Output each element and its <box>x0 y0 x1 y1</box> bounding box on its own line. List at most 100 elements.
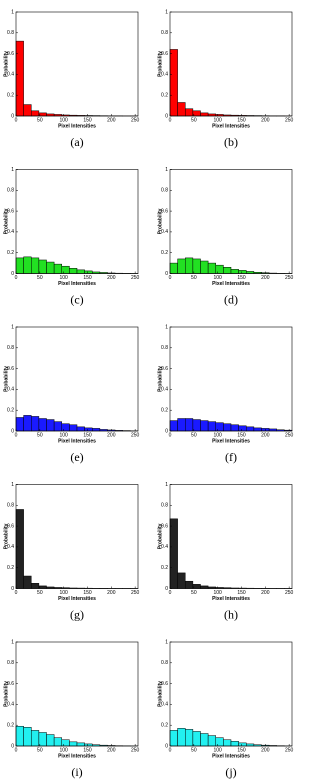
bar <box>200 260 209 274</box>
y-tick-label: 0.4 <box>7 544 14 550</box>
bar <box>169 420 178 432</box>
bar <box>46 261 55 274</box>
caption: (g) <box>70 607 84 621</box>
x-tick-label: 100 <box>213 747 222 753</box>
bar <box>253 427 262 432</box>
bar <box>169 518 178 589</box>
y-tick-label: 0.6 <box>7 208 14 214</box>
bar <box>238 270 247 274</box>
bar <box>61 265 70 274</box>
x-tick-label: 150 <box>237 590 246 596</box>
bar <box>38 259 47 274</box>
y-tick-label: 0.2 <box>7 565 14 571</box>
y-axis-label: Probability <box>3 208 9 234</box>
x-tick-label: 250 <box>285 117 294 123</box>
bar <box>61 739 70 747</box>
bar <box>23 727 32 747</box>
x-tick-label: 0 <box>169 747 172 753</box>
y-tick-label: 0 <box>165 743 168 749</box>
bar <box>84 743 93 747</box>
bar <box>223 423 232 432</box>
y-tick-label: 1 <box>165 9 168 15</box>
bar <box>207 421 216 432</box>
x-tick-label: 50 <box>37 747 43 753</box>
x-tick-label: 100 <box>59 117 68 123</box>
x-tick-label: 200 <box>261 432 270 438</box>
x-tick-label: 200 <box>261 590 270 596</box>
x-tick-label: 250 <box>131 590 140 596</box>
y-tick-label: 0 <box>165 586 168 592</box>
bar <box>200 585 209 589</box>
x-tick-label: 200 <box>261 747 270 753</box>
x-tick-label: 150 <box>83 117 92 123</box>
y-tick-label: 1 <box>165 482 168 488</box>
bar <box>31 110 40 117</box>
axes-box <box>169 641 293 747</box>
caption: (i) <box>71 765 82 779</box>
bar <box>200 733 209 747</box>
y-tick-label: 0.4 <box>161 72 168 78</box>
bar <box>76 742 85 747</box>
bar <box>207 262 216 274</box>
bar <box>177 102 186 117</box>
y-tick-label: 0.8 <box>161 345 168 351</box>
y-axis-label: Probability <box>157 208 163 234</box>
caption: (b) <box>224 135 238 149</box>
bar <box>192 731 201 747</box>
x-tick-label: 200 <box>107 747 116 753</box>
y-tick-label: 0.2 <box>161 93 168 99</box>
bar <box>46 113 55 117</box>
bar <box>246 271 255 274</box>
y-tick-label: 0 <box>11 743 14 749</box>
bar <box>230 269 239 274</box>
x-tick-label: 250 <box>285 590 294 596</box>
bar <box>53 737 62 747</box>
y-axis-label: Probability <box>157 681 163 707</box>
x-tick-label: 150 <box>83 590 92 596</box>
y-tick-label: 0.8 <box>7 503 14 509</box>
y-tick-label: 0.4 <box>161 387 168 393</box>
y-axis-label: Probability <box>157 523 163 549</box>
x-tick-label: 200 <box>107 275 116 281</box>
bar <box>223 739 232 747</box>
bar <box>185 108 194 117</box>
x-tick-label: 0 <box>15 275 18 281</box>
bar <box>23 575 32 589</box>
y-tick-label: 0.6 <box>7 523 14 529</box>
y-tick-label: 0.4 <box>7 702 14 708</box>
x-tick-label: 100 <box>213 590 222 596</box>
bar <box>246 743 255 747</box>
caption: (h) <box>224 607 238 621</box>
bar <box>177 418 186 432</box>
bar <box>76 426 85 432</box>
bar <box>23 104 32 117</box>
bar <box>268 428 277 432</box>
bar <box>223 267 232 274</box>
y-tick-label: 0.6 <box>161 366 168 372</box>
y-axis-label: Probability <box>3 681 9 707</box>
x-axis-label: Pixel Intensities <box>58 123 96 129</box>
bar <box>69 268 78 274</box>
bar <box>15 40 24 117</box>
bar <box>246 426 255 432</box>
caption: (a) <box>70 135 83 149</box>
axes-box <box>15 11 139 117</box>
x-tick-label: 200 <box>261 117 270 123</box>
x-tick-label: 100 <box>213 117 222 123</box>
y-tick-label: 1 <box>11 167 14 173</box>
x-tick-label: 200 <box>107 117 116 123</box>
y-tick-label: 0.2 <box>7 723 14 729</box>
bar <box>230 424 239 432</box>
y-tick-label: 1 <box>165 324 168 330</box>
y-tick-label: 1 <box>11 324 14 330</box>
x-tick-label: 100 <box>59 590 68 596</box>
bar <box>185 257 194 274</box>
x-tick-label: 0 <box>15 747 18 753</box>
y-tick-label: 1 <box>165 639 168 645</box>
bar <box>238 742 247 747</box>
y-tick-label: 0.2 <box>161 723 168 729</box>
y-tick-label: 0 <box>11 428 14 434</box>
y-tick-label: 0 <box>11 586 14 592</box>
bar <box>200 112 209 117</box>
